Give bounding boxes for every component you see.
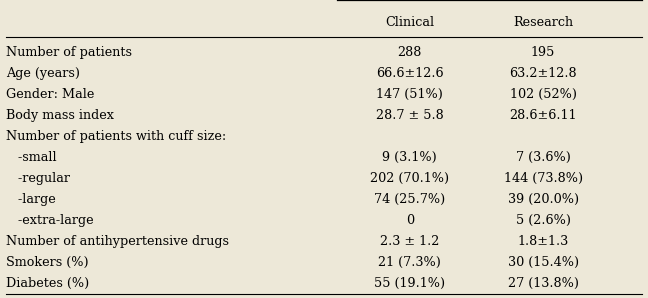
Text: 7 (3.6%): 7 (3.6%) bbox=[516, 151, 570, 164]
Text: Research: Research bbox=[513, 16, 573, 29]
Text: Age (years): Age (years) bbox=[6, 67, 80, 80]
Text: Diabetes (%): Diabetes (%) bbox=[6, 277, 89, 290]
Text: 74 (25.7%): 74 (25.7%) bbox=[374, 193, 445, 206]
Text: 27 (13.8%): 27 (13.8%) bbox=[507, 277, 579, 290]
Text: 30 (15.4%): 30 (15.4%) bbox=[507, 256, 579, 269]
Text: 288: 288 bbox=[397, 46, 422, 59]
Text: 63.2±12.8: 63.2±12.8 bbox=[509, 67, 577, 80]
Text: 0: 0 bbox=[406, 214, 414, 227]
Text: 202 (70.1%): 202 (70.1%) bbox=[370, 172, 449, 185]
Text: 147 (51%): 147 (51%) bbox=[376, 88, 443, 101]
Text: 9 (3.1%): 9 (3.1%) bbox=[382, 151, 437, 164]
Text: 195: 195 bbox=[531, 46, 555, 59]
Text: 1.8±1.3: 1.8±1.3 bbox=[518, 235, 569, 248]
Text: -large: -large bbox=[6, 193, 56, 206]
Text: Smokers (%): Smokers (%) bbox=[6, 256, 89, 269]
Text: 66.6±12.6: 66.6±12.6 bbox=[376, 67, 443, 80]
Text: 28.6±6.11: 28.6±6.11 bbox=[509, 109, 577, 122]
Text: -regular: -regular bbox=[6, 172, 71, 185]
Text: 144 (73.8%): 144 (73.8%) bbox=[503, 172, 583, 185]
Text: Body mass index: Body mass index bbox=[6, 109, 115, 122]
Text: -small: -small bbox=[6, 151, 57, 164]
Text: 55 (19.1%): 55 (19.1%) bbox=[374, 277, 445, 290]
Text: Clinical: Clinical bbox=[385, 16, 434, 29]
Text: -extra-large: -extra-large bbox=[6, 214, 94, 227]
Text: 2.3 ± 1.2: 2.3 ± 1.2 bbox=[380, 235, 439, 248]
Text: 5 (2.6%): 5 (2.6%) bbox=[516, 214, 571, 227]
Text: 39 (20.0%): 39 (20.0%) bbox=[507, 193, 579, 206]
Text: Number of antihypertensive drugs: Number of antihypertensive drugs bbox=[6, 235, 229, 248]
Text: 102 (52%): 102 (52%) bbox=[509, 88, 577, 101]
Text: 21 (7.3%): 21 (7.3%) bbox=[378, 256, 441, 269]
Text: 28.7 ± 5.8: 28.7 ± 5.8 bbox=[376, 109, 444, 122]
Text: Gender: Male: Gender: Male bbox=[6, 88, 95, 101]
Text: Number of patients: Number of patients bbox=[6, 46, 132, 59]
Text: Number of patients with cuff size:: Number of patients with cuff size: bbox=[6, 130, 227, 143]
